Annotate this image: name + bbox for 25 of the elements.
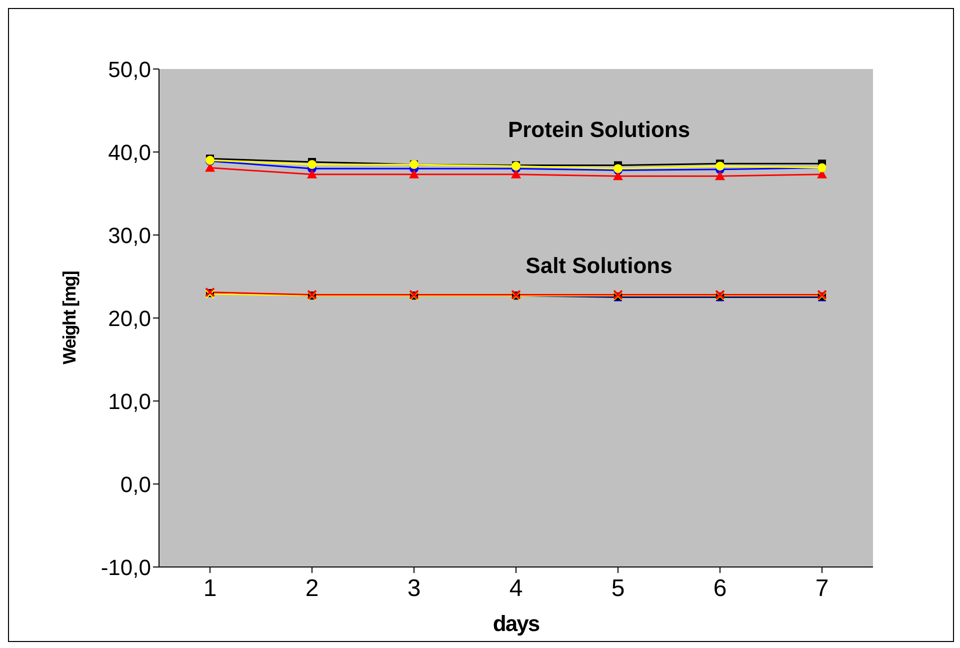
y-tick-label: 20,0 [108,306,151,331]
x-tick-label: 4 [509,575,523,602]
point [716,162,724,171]
point [409,169,419,178]
x-axis-title: days [492,611,540,636]
point [308,160,316,169]
y-tick-label: 10,0 [108,388,151,414]
y-axis-title: Weight [mg] [59,272,80,364]
point [715,171,725,180]
y-tick-label: 50,0 [108,56,151,82]
x-tick-label: 2 [305,575,319,602]
x-tick-label: 7 [815,575,829,602]
x-tick-label: 3 [407,575,421,602]
point [613,171,623,180]
point [307,169,317,178]
annotation: Protein Solutions [508,117,690,142]
point [511,169,521,178]
y-tick-label: 30,0 [108,222,151,248]
y-tick-label: 40,0 [108,140,151,165]
annotation: Salt Solutions [526,253,672,278]
y-tick-label: -10,0 [100,554,151,580]
y-tick-label: 0,0 [120,472,151,497]
x-tick-label: 1 [203,575,217,602]
x-tick-label: 5 [611,575,625,602]
x-tick-label: 6 [713,575,727,602]
